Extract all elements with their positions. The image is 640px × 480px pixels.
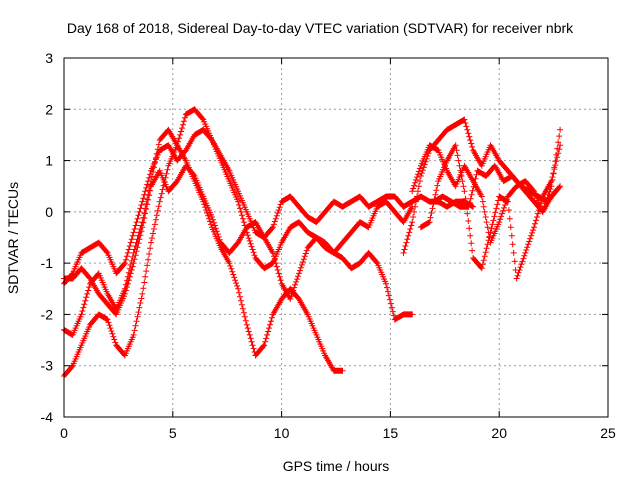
series-pass-E <box>400 116 564 256</box>
series-markers <box>409 126 564 246</box>
y-tick-label: 0 <box>45 204 53 220</box>
x-tick-label: 25 <box>600 425 616 441</box>
series-pass-G <box>417 142 564 282</box>
data-points <box>61 106 564 379</box>
x-tick-label: 15 <box>383 425 399 441</box>
series-markers <box>61 162 416 318</box>
x-axis-label: GPS time / hours <box>283 458 390 474</box>
grid-lines <box>64 58 608 417</box>
y-tick-label: -4 <box>41 409 54 425</box>
y-tick-label: 1 <box>45 153 53 169</box>
series-pass-F <box>409 126 564 246</box>
y-tick-labels: -4 -3 -2 -1 0 1 2 3 <box>41 50 54 425</box>
x-tick-label: 10 <box>274 425 290 441</box>
x-tick-labels: 0 5 10 15 20 25 <box>60 425 616 441</box>
y-axis-label: SDTVAR / TECUs <box>5 182 21 294</box>
x-tick-label: 0 <box>60 425 68 441</box>
x-tick-label: 20 <box>491 425 507 441</box>
axis-ticks <box>63 57 609 418</box>
chart-title: Day 168 of 2018, Sidereal Day-to-day VTE… <box>67 20 574 36</box>
series-markers <box>430 162 559 210</box>
x-tick-label: 5 <box>169 425 177 441</box>
series-pass-D <box>61 162 416 318</box>
y-tick-label: 3 <box>45 50 53 66</box>
y-tick-label: -2 <box>41 306 54 322</box>
series-markers <box>417 142 564 282</box>
y-tick-label: -3 <box>41 358 54 374</box>
series-markers <box>400 116 564 256</box>
series-pass-H <box>430 162 559 210</box>
y-tick-label: -1 <box>41 255 54 271</box>
plot-frame <box>63 57 609 418</box>
y-tick-label: 2 <box>45 101 53 117</box>
